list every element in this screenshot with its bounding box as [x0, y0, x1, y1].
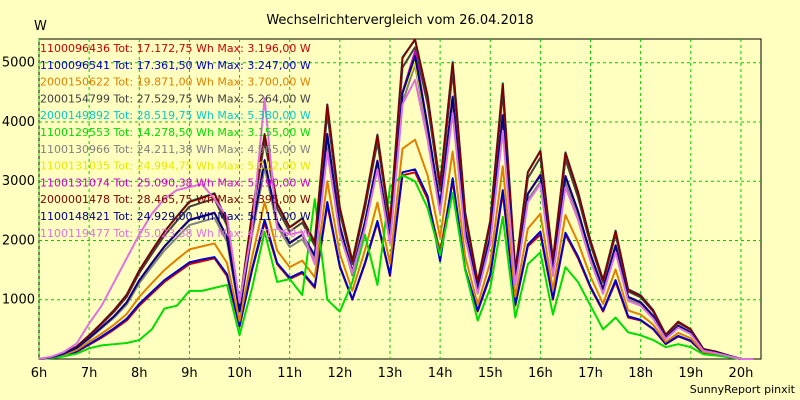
legend-entry-8: 1100131035 Tot: 24.994,75 Wh Max: 5.012,… — [40, 160, 311, 173]
x-tick-label: 15h — [478, 366, 503, 381]
y-axis: 1000 2000 3000 4000 5000 — [2, 56, 35, 308]
x-tick-label: 10h — [227, 366, 252, 381]
y-tick-label: 3000 — [2, 174, 35, 189]
y-tick-label: 4000 — [2, 115, 35, 130]
legend-entry-5: 2000149892 Tot: 28.519,75 Wh Max: 5.380,… — [40, 109, 311, 122]
x-tick-label: 17h — [578, 366, 603, 381]
footer-credit: SunnyReport pinxit — [690, 383, 796, 396]
series-line-3 — [38, 138, 754, 360]
x-tick-label: 13h — [378, 366, 403, 381]
x-tick-label: 8h — [131, 366, 148, 381]
x-tick-label: 16h — [528, 366, 553, 381]
legend: 1100096436 Tot: 17.172,75 Wh Max: 3.196,… — [40, 42, 311, 240]
chart-title: Wechselrichtervergleich vom 26.04.2018 — [266, 13, 533, 28]
x-tick-label: 20h — [729, 366, 754, 381]
legend-entry-11: 1100148421 Tot: 24.929,00 Wh Max: 5.111,… — [40, 210, 311, 223]
legend-entry-3: 2000150622 Tot: 19.871,00 Wh Max: 3.700,… — [40, 76, 311, 89]
x-tick-label: 14h — [428, 366, 453, 381]
x-tick-label: 18h — [628, 366, 653, 381]
legend-entry-2: 1100096541 Tot: 17.361,50 Wh Max: 3.247,… — [40, 59, 311, 72]
legend-entry-7: 1100130966 Tot: 24.211,38 Wh Max: 4.965,… — [40, 143, 311, 156]
y-tick-label: 5000 — [2, 56, 35, 71]
series-line-10 — [38, 38, 754, 360]
legend-entry-6: 1100129553 Tot: 14.278,50 Wh Max: 3.155,… — [40, 126, 311, 139]
x-tick-label: 9h — [181, 366, 198, 381]
x-tick-label: 19h — [678, 366, 703, 381]
y-tick-label: 2000 — [2, 233, 35, 248]
x-tick-label: 11h — [277, 366, 302, 381]
series-line-2 — [38, 168, 754, 360]
y-axis-unit-label: W — [34, 19, 47, 34]
series-lines — [38, 38, 754, 360]
legend-entry-12: 1100119477 Tot: 25.023,38 Wh Max: 4.711,… — [40, 227, 311, 240]
plot-frame — [38, 38, 762, 360]
y-tick-label: 1000 — [2, 293, 35, 308]
legend-entry-10: 2000001478 Tot: 28.465,75 Wh Max: 5.395,… — [40, 193, 311, 206]
legend-entry-4: 2000154799 Tot: 27.529,75 Wh Max: 5.264,… — [40, 92, 311, 105]
series-line-12 — [38, 78, 754, 360]
x-tick-label: 7h — [81, 366, 98, 381]
legend-entry-1: 1100096436 Tot: 17.172,75 Wh Max: 3.196,… — [40, 42, 311, 55]
x-tick-label: 12h — [327, 366, 352, 381]
x-axis: 6h 7h 8h 9h 10h 11h 12h 13h 14h 15h 16h 17h 18h 19h 20… — [31, 366, 754, 381]
x-tick-label: 6h — [31, 366, 48, 381]
legend-entry-9: 1100131074 Tot: 25.090,38 Wh Max: 5.190,… — [40, 176, 311, 189]
